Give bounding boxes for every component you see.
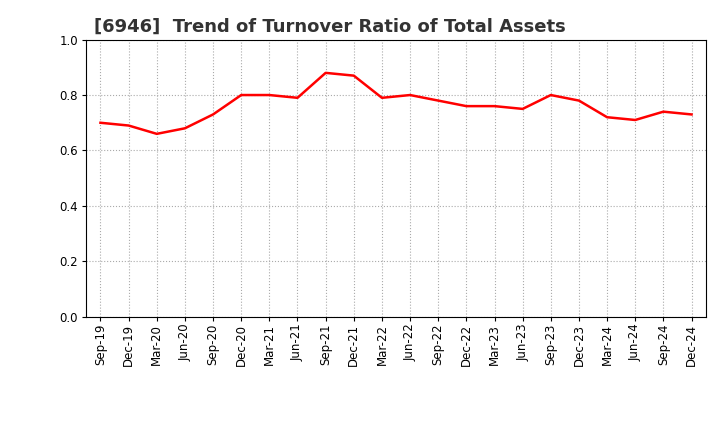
Text: [6946]  Trend of Turnover Ratio of Total Assets: [6946] Trend of Turnover Ratio of Total … [94, 18, 565, 36]
